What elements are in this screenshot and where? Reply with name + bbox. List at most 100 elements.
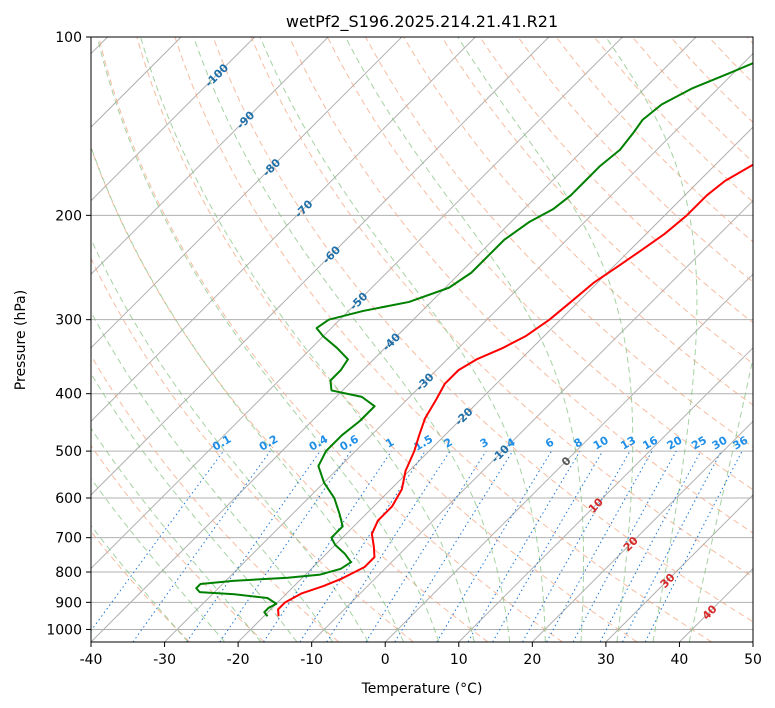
mixing-ratio-label: 6	[543, 435, 556, 450]
mixing-ratio-line	[299, 450, 426, 642]
dry-adiabat	[250, 37, 753, 578]
isotherm-line	[752, 641, 753, 642]
dry-adiabat	[403, 37, 753, 406]
mixing-ratio-line	[365, 450, 487, 642]
mixing-ratio-label: 13	[618, 434, 638, 453]
isotherm-line	[164, 52, 753, 642]
x-tick-label: -20	[227, 652, 250, 668]
y-tick-label: 400	[55, 387, 82, 403]
x-tick-label: -40	[80, 652, 103, 668]
isotherm-line	[91, 37, 697, 642]
mixing-ratio-label: 30	[710, 433, 730, 452]
dry-adiabat	[91, 257, 414, 642]
dry-adiabat	[708, 37, 753, 84]
dry-adiabat	[98, 37, 563, 642]
isotherm-line	[91, 37, 476, 423]
mixing-ratio-label: 3	[478, 436, 491, 451]
x-axis-title: Temperature (°C)	[361, 681, 483, 697]
mixing-ratio-line	[467, 450, 581, 642]
isotherm-line	[91, 37, 623, 570]
moist-adiabat	[344, 37, 585, 642]
mixing-ratio-line	[394, 450, 514, 642]
dry-adiabat	[593, 37, 753, 203]
mixing-ratio-line	[219, 450, 352, 642]
isotherm-line	[605, 494, 753, 642]
moist-adiabat	[605, 37, 698, 642]
isotherm-line	[679, 567, 753, 642]
temperature-profile	[277, 163, 753, 617]
y-tick-label: 500	[55, 444, 82, 460]
isotherm-label: -80	[260, 156, 283, 179]
mixing-ratio-line	[326, 450, 451, 642]
x-tick-label: 40	[671, 652, 689, 668]
dry-adiabat	[670, 37, 753, 124]
moist-adiabat	[193, 37, 511, 642]
moist-adiabat	[91, 311, 334, 642]
axis-ticks: -40 -30 -20 -10 0 10 20 30 40 5010020030040050060…	[46, 30, 762, 668]
dry-adiabat	[91, 444, 265, 642]
isotherm-line	[384, 273, 753, 642]
moist-adiabat	[91, 524, 189, 642]
x-tick-label: 50	[744, 652, 762, 668]
mixing-ratio-label: 8	[572, 436, 585, 451]
y-tick-label: 800	[55, 565, 82, 581]
x-tick-label: 30	[597, 652, 615, 668]
isotherm-line	[237, 126, 753, 642]
y-tick-label: 300	[55, 313, 82, 329]
mixing-ratio-label: 36	[730, 433, 750, 452]
moist-adiabat	[259, 37, 546, 642]
mixing-ratio-label: 0.1	[210, 433, 233, 454]
moist-adiabat	[457, 37, 634, 642]
plot-area: 0.1 0.2 0.4 0.6 1 1.5 2 3 4 6 8 10 13 16 20 25 30 36-100-…	[91, 37, 753, 642]
moist-adiabat	[91, 477, 226, 642]
y-tick-label: 1000	[46, 622, 82, 638]
x-tick-label: -30	[153, 652, 176, 668]
moist-adiabat	[91, 427, 262, 642]
moist-adiabat	[140, 37, 475, 642]
mixing-ratio-line	[436, 450, 552, 642]
dry-adiabat	[555, 37, 753, 243]
mixing-ratio-label: 10	[591, 433, 611, 452]
dry-adiabat	[746, 37, 753, 45]
mixing-ratio-label: 25	[689, 434, 709, 453]
moist-adiabat	[91, 238, 369, 642]
mixing-ratio-line	[263, 450, 392, 642]
y-tick-label: 700	[55, 531, 82, 547]
x-tick-label: 10	[450, 652, 468, 668]
isotherm-line	[91, 37, 550, 496]
dry-adiabat	[288, 37, 753, 534]
chart-title: wetPf2_S196.2025.214.21.41.R21	[286, 12, 558, 32]
mixing-ratio-line	[186, 450, 321, 642]
mixing-ratio-line	[91, 450, 224, 632]
dry-adiabat	[91, 146, 489, 642]
dry-adiabat	[632, 37, 753, 163]
isotherm-line	[531, 420, 753, 642]
isotherm-label: -100	[203, 61, 232, 90]
mixing-ratio-label: 2	[442, 436, 455, 451]
x-tick-label: -10	[300, 652, 323, 668]
x-tick-label: 20	[523, 652, 541, 668]
plot-frame	[90, 36, 754, 643]
moist-adiabat	[96, 37, 440, 642]
dry-adiabat	[365, 37, 753, 448]
mixing-ratio-label: 20	[665, 433, 685, 452]
dry-adiabat	[174, 37, 713, 642]
isotherm-line	[458, 347, 753, 642]
y-tick-label: 900	[55, 595, 82, 611]
dewpoint-profile	[195, 62, 753, 617]
mixing-ratio-line	[132, 450, 271, 642]
isotherm-line	[91, 37, 329, 275]
dry-adiabat	[91, 354, 340, 642]
dry-adiabat	[517, 37, 753, 283]
mixing-ratio-line	[572, 450, 677, 642]
dry-adiabat	[326, 37, 753, 491]
y-tick-label: 200	[55, 208, 82, 224]
x-tick-label: 0	[381, 652, 390, 668]
moist-adiabat	[91, 372, 298, 642]
y-axis-title: Pressure (hPa)	[13, 290, 29, 390]
dry-adiabat	[212, 37, 753, 623]
y-tick-label: 600	[55, 491, 82, 507]
moist-adiabat	[91, 145, 405, 642]
moist-adiabat	[688, 355, 753, 642]
